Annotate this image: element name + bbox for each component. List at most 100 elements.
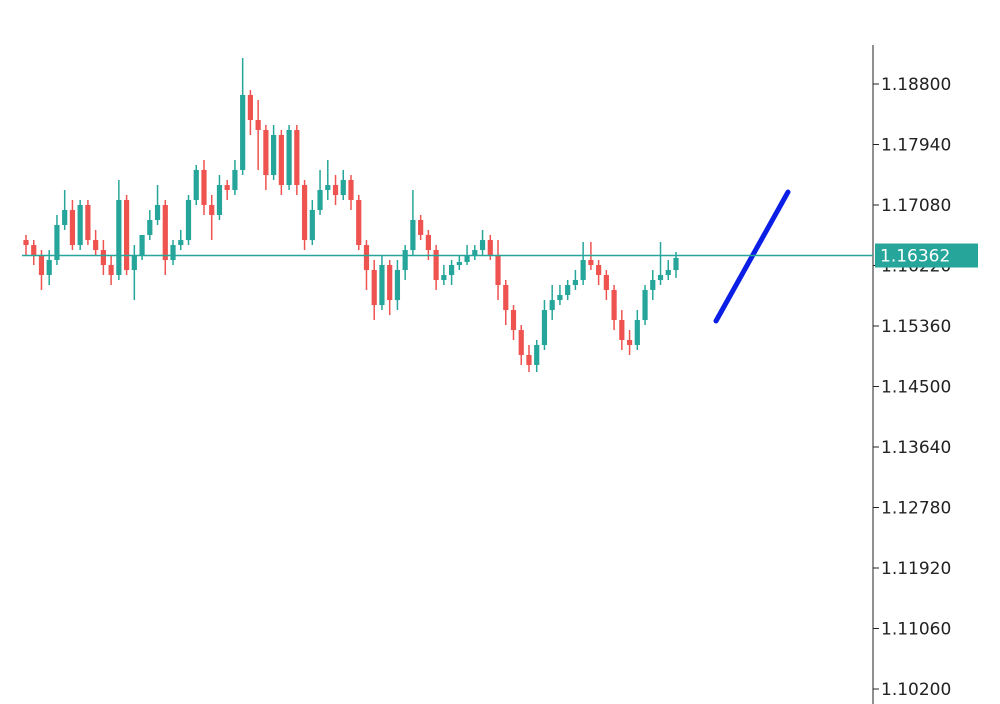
candle-body <box>394 270 401 301</box>
candle-body <box>510 310 517 331</box>
candle-body <box>309 209 315 241</box>
candle-body <box>54 224 60 261</box>
candle-body <box>216 185 223 215</box>
y-tick-label: 1.18800 <box>881 75 951 95</box>
candle-body <box>596 265 602 276</box>
candle-body <box>325 185 331 191</box>
candle-body <box>642 289 648 321</box>
candle-body <box>557 294 563 301</box>
candle-body <box>503 284 509 311</box>
candle-body <box>634 320 640 346</box>
candle-body <box>255 120 261 131</box>
candle-body <box>154 205 161 220</box>
current-price-label: 1.16362 <box>880 247 950 267</box>
candle-body <box>479 240 486 251</box>
candle-body <box>23 240 29 246</box>
candle-body <box>247 94 254 121</box>
candle-body <box>85 205 91 241</box>
candle-body <box>193 169 199 201</box>
candle-body <box>518 330 524 355</box>
current-price-box <box>875 243 978 268</box>
candle-body <box>232 169 238 191</box>
candle-body <box>209 205 215 215</box>
candle-body <box>448 265 455 276</box>
y-tick-label: 1.14500 <box>881 378 951 398</box>
candle-body <box>93 240 99 251</box>
candle-body <box>185 200 192 241</box>
candle-body <box>147 219 153 235</box>
candle-body <box>626 340 633 346</box>
candle-body <box>301 185 308 241</box>
candle-body <box>541 310 548 346</box>
y-tick-label: 1.11920 <box>881 559 951 579</box>
candle-body <box>170 245 176 261</box>
candle-body <box>123 200 130 271</box>
candle-body <box>363 245 370 271</box>
candle-body <box>379 265 385 306</box>
candle-body <box>495 255 501 285</box>
candle-body <box>332 185 339 196</box>
candle-body <box>62 209 68 225</box>
candle-body <box>31 245 37 256</box>
y-tick-label: 1.10200 <box>881 680 951 700</box>
candle-body <box>441 275 447 280</box>
candle-body <box>549 300 555 311</box>
candle-body <box>356 200 362 246</box>
candle-body <box>162 205 168 261</box>
candle-body <box>402 250 408 271</box>
candle-body <box>673 257 679 271</box>
y-tick-label: 1.12780 <box>881 499 951 519</box>
candle-body <box>603 275 609 290</box>
candle-body <box>665 270 671 276</box>
candle-body <box>487 240 493 256</box>
candle-body <box>572 279 579 285</box>
candle-body <box>271 135 277 176</box>
candle-body <box>201 169 207 206</box>
candle-body <box>433 250 439 280</box>
candle-body <box>580 260 586 280</box>
candle-body <box>340 180 346 196</box>
y-tick-label: 1.17080 <box>881 196 951 216</box>
candle-body <box>464 255 470 262</box>
trend-line <box>713 189 791 324</box>
candle-body <box>69 209 76 246</box>
candle-body <box>456 261 462 266</box>
candle-body <box>534 345 540 365</box>
y-tick-label: 1.11060 <box>881 620 951 640</box>
candle-body <box>100 250 106 266</box>
candle-body <box>240 94 246 170</box>
candle-body <box>565 284 571 295</box>
candle-body <box>139 234 145 256</box>
candle-body <box>278 135 284 186</box>
candle-body <box>224 185 230 191</box>
candle-body <box>425 234 431 251</box>
candle-body <box>619 320 625 341</box>
candle-body <box>178 240 184 246</box>
candle-body <box>77 205 83 246</box>
candle-body <box>263 130 269 176</box>
candle-body <box>526 354 532 365</box>
candle-body <box>371 270 377 306</box>
candle-body <box>348 180 354 201</box>
candle-body <box>472 250 478 256</box>
candle-body <box>116 200 122 276</box>
candle-body <box>108 265 114 276</box>
candle-body <box>38 255 45 276</box>
candle-body <box>387 265 393 301</box>
candle-body <box>611 289 617 321</box>
y-tick-label: 1.15360 <box>881 317 951 337</box>
candle-body <box>317 190 323 210</box>
candle-body <box>588 260 594 266</box>
candle-body <box>286 130 292 186</box>
candle-body <box>131 255 137 271</box>
candle-body <box>294 130 300 186</box>
candle-body <box>657 275 664 280</box>
candle-body <box>410 219 416 251</box>
y-tick-label: 1.13640 <box>881 438 951 458</box>
candle-body <box>418 219 424 235</box>
y-tick-label: 1.17940 <box>881 136 951 156</box>
candle-body <box>46 260 52 276</box>
candle-body <box>650 279 656 290</box>
